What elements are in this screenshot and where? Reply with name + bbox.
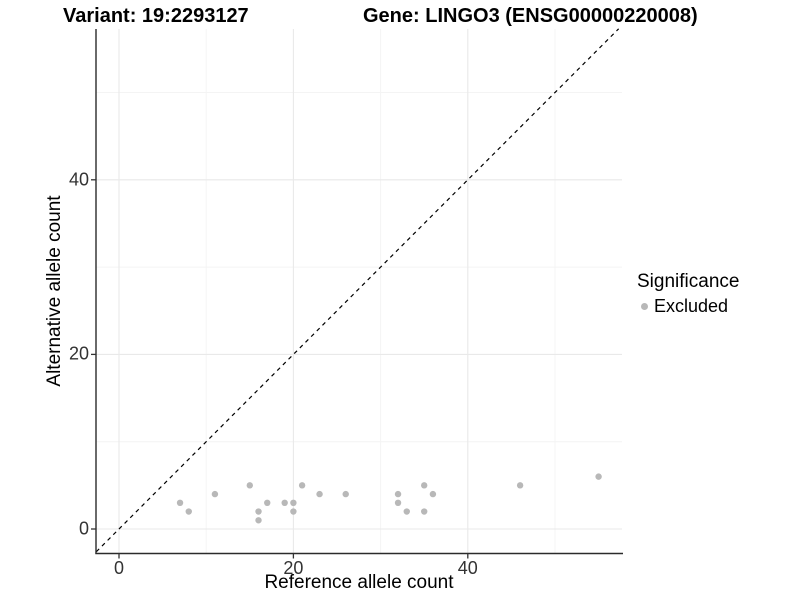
data-point: [255, 517, 262, 524]
data-point: [290, 508, 297, 515]
x-tick-label: 0: [113, 558, 125, 578]
data-point: [516, 482, 524, 489]
y-tick-label: 0: [78, 518, 89, 539]
data-point: [246, 482, 253, 489]
data-point: [421, 482, 428, 489]
legend-title: Significance: [637, 271, 740, 292]
y-tick-label: 40: [68, 169, 89, 190]
data-point: [403, 508, 410, 515]
identity-line: [95, 28, 620, 553]
data-point: [421, 508, 428, 515]
variant-title: Variant: 19:2293127: [63, 5, 249, 27]
data-point: [595, 473, 602, 480]
data-point: [298, 482, 306, 489]
data-point: [281, 499, 288, 507]
data-point: [255, 508, 262, 515]
data-point: [429, 490, 437, 498]
gene-title: Gene: LINGO3 (ENSG00000220008): [363, 5, 698, 27]
data-point: [185, 508, 192, 515]
excluded-point-icon: [641, 303, 648, 310]
legend-item-excluded: Excluded: [637, 296, 739, 317]
y-tick-label: 20: [68, 343, 89, 364]
data-point: [316, 490, 323, 498]
data-point: [290, 499, 297, 507]
legend-item-label: Excluded: [654, 296, 729, 316]
y-axis-title: Alternative allele count: [44, 195, 65, 387]
x-tick-label: 40: [457, 558, 478, 578]
data-point: [342, 490, 349, 498]
data-point: [264, 499, 271, 507]
x-tick-label: 20: [283, 558, 304, 578]
data-point: [394, 499, 402, 507]
x-axis-title: Reference allele count: [264, 572, 454, 593]
data-point: [394, 490, 402, 498]
legend: Significance Excluded: [637, 271, 739, 317]
data-point: [211, 490, 219, 498]
data-point: [176, 499, 184, 507]
